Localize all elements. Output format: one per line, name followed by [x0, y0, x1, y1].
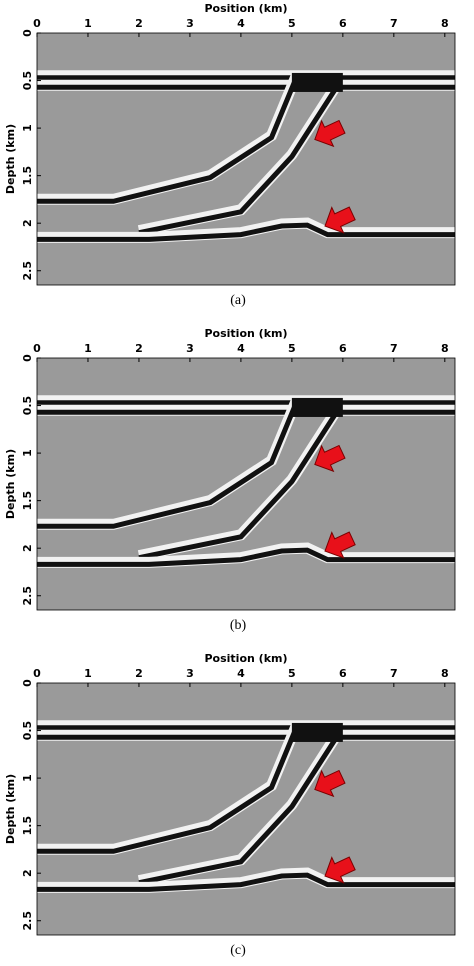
salt-top — [291, 397, 343, 417]
arrow — [324, 531, 356, 559]
x-axis-label: Position (km) — [204, 327, 287, 340]
y-tick-label: 1.5 — [21, 816, 34, 836]
y-tick-label: 0.5 — [21, 71, 34, 91]
x-tick-label: 2 — [135, 667, 143, 680]
y-tick-label: 2 — [21, 869, 34, 877]
y-tick-label: 1 — [21, 449, 34, 457]
arrow — [314, 769, 346, 798]
salt-top — [291, 72, 343, 92]
salt-top — [291, 722, 343, 742]
y-tick-label: 1 — [21, 124, 34, 132]
x-tick-label: 6 — [339, 342, 347, 355]
reflector — [37, 399, 300, 529]
y-axis-label: Depth (km) — [4, 774, 17, 844]
caption: (c) — [230, 943, 246, 958]
x-tick-label: 3 — [186, 17, 194, 30]
x-tick-label: 7 — [390, 342, 398, 355]
x-tick-label: 3 — [186, 342, 194, 355]
x-tick-label: 6 — [339, 667, 347, 680]
x-tick-label: 8 — [441, 17, 449, 30]
reflector — [37, 74, 300, 204]
y-tick-label: 0.5 — [21, 396, 34, 416]
arrow — [314, 119, 346, 148]
x-tick-label: 4 — [237, 342, 245, 355]
x-tick-label: 7 — [390, 17, 398, 30]
y-axis-label: Depth (km) — [4, 449, 17, 519]
x-tick-label: 5 — [288, 17, 296, 30]
x-tick-label: 1 — [84, 667, 92, 680]
reflector — [138, 733, 340, 886]
arrow — [314, 444, 346, 473]
caption: (b) — [230, 618, 247, 633]
y-tick-label: 0 — [21, 29, 34, 37]
image-frame — [36, 357, 456, 611]
arrow — [324, 856, 356, 884]
x-tick-label: 7 — [390, 667, 398, 680]
x-tick-label: 4 — [237, 17, 245, 30]
seismic-image — [37, 70, 455, 243]
panel: Position (km) Depth (km) 0 1 2 3 4 5 6 7 8 0 0.5 1 1.5… — [4, 327, 456, 633]
y-tick-label: 0 — [21, 679, 34, 687]
y-tick-label: 0.5 — [21, 721, 34, 741]
panel: Position (km) Depth (km) 0 1 2 3 4 5 6 7 8 0 0.5 1 1.5… — [4, 652, 456, 958]
reflector — [37, 547, 455, 567]
panel: Position (km) Depth (km) 0 1 2 3 4 5 6 7 8 0 0.5 1 1.5… — [4, 2, 456, 308]
x-tick-label: 1 — [84, 17, 92, 30]
x-tick-label: 6 — [339, 17, 347, 30]
x-tick-label: 8 — [441, 667, 449, 680]
seismic-image — [37, 720, 455, 893]
y-tick-label: 2.5 — [21, 911, 34, 931]
x-tick-label: 5 — [288, 342, 296, 355]
x-axis-label: Position (km) — [204, 652, 287, 665]
reflector — [138, 408, 340, 561]
image-frame — [36, 32, 456, 286]
x-tick-label: 0 — [33, 17, 41, 30]
x-tick-label: 5 — [288, 667, 296, 680]
reflector — [37, 222, 455, 242]
y-tick-label: 2 — [21, 544, 34, 552]
y-tick-label: 2.5 — [21, 586, 34, 606]
x-tick-label: 3 — [186, 667, 194, 680]
seismic-image — [37, 395, 455, 568]
arrow — [324, 206, 356, 234]
image-frame — [36, 682, 456, 936]
x-tick-label: 2 — [135, 342, 143, 355]
reflector — [37, 872, 455, 892]
y-tick-label: 1 — [21, 774, 34, 782]
reflector — [37, 724, 300, 854]
x-tick-label: 0 — [33, 342, 41, 355]
y-tick-label: 2.5 — [21, 261, 34, 281]
x-tick-label: 0 — [33, 667, 41, 680]
reflector — [138, 83, 340, 236]
x-axis-label: Position (km) — [204, 2, 287, 15]
y-tick-label: 1.5 — [21, 166, 34, 186]
x-tick-label: 4 — [237, 667, 245, 680]
y-tick-label: 0 — [21, 354, 34, 362]
y-axis-label: Depth (km) — [4, 124, 17, 194]
caption: (a) — [230, 293, 246, 308]
x-tick-label: 1 — [84, 342, 92, 355]
x-tick-label: 8 — [441, 342, 449, 355]
x-tick-label: 2 — [135, 17, 143, 30]
y-tick-label: 1.5 — [21, 491, 34, 511]
y-tick-label: 2 — [21, 219, 34, 227]
